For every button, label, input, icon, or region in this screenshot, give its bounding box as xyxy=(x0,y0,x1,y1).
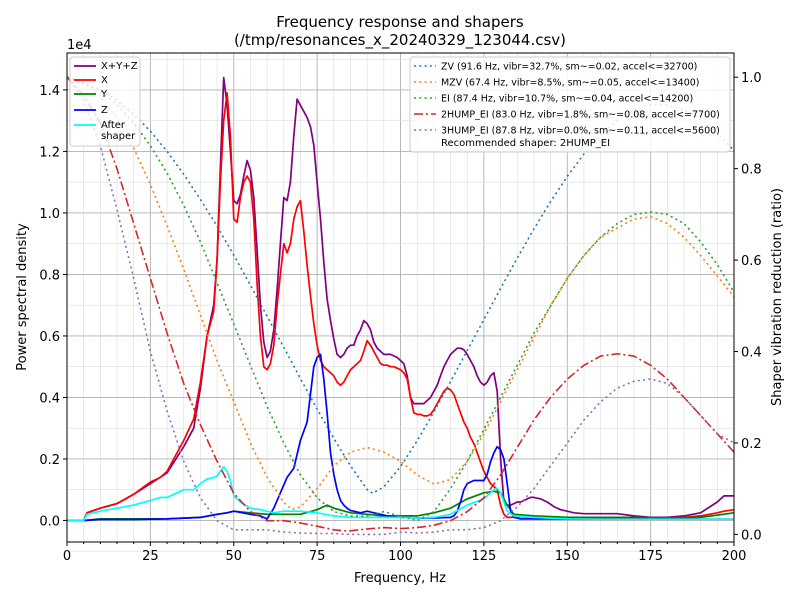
y2-tick-label: 0.4 xyxy=(741,346,762,361)
y-offset-text: 1e4 xyxy=(67,38,92,53)
legend-note: Recommended shaper: 2HUMP_EI xyxy=(441,138,610,149)
y-tick-label: 0.6 xyxy=(39,330,60,345)
series-line-0 xyxy=(67,76,734,522)
y-tick-label: 0.0 xyxy=(39,514,60,529)
legend-left: X+Y+Z XYZ After shaper xyxy=(69,56,141,147)
legend-label-1: X xyxy=(101,75,108,86)
legend-label-3: Z xyxy=(101,105,108,116)
y-tick-label: 1.0 xyxy=(39,207,60,222)
x-tick-label: 25 xyxy=(142,549,159,564)
legend-right-box xyxy=(409,56,731,153)
grid xyxy=(66,53,735,552)
x-tick-label: 75 xyxy=(309,549,326,564)
legend-label-2: Y xyxy=(100,89,108,100)
y2-tick-label: 0.0 xyxy=(741,528,762,543)
x-tick-label: 50 xyxy=(225,549,242,564)
x-axis-label: Frequency, Hz xyxy=(354,571,446,586)
y-tick-label: 0.8 xyxy=(39,268,60,283)
plot-area: 0 25 50 75 100 125 150 175 200 0.0 0.2 0.4 0.6 0.8 1.0… xyxy=(39,52,762,564)
y2-axis-label: Shaper vibration reduction (ratio) xyxy=(770,188,785,406)
x-tick-label: 0 xyxy=(63,549,71,564)
series-line-1 xyxy=(67,92,735,522)
series-line-4 xyxy=(67,465,734,522)
legend-label-4: After shaper xyxy=(101,120,136,142)
y-tick-label: 1.4 xyxy=(39,84,60,99)
y-tick-label: 1.2 xyxy=(39,145,60,160)
legend-label-6: MZV (67.4 Hz, vibr=8.5%, sm~=0.05, accel… xyxy=(441,78,700,89)
x-tick-label: 150 xyxy=(555,549,580,564)
legend-label-8: 2HUMP_EI (83.0 Hz, vibr=1.8%, sm~=0.08, … xyxy=(441,110,720,121)
y-tick-label: 0.4 xyxy=(39,391,60,406)
y2-tick-label: 1.0 xyxy=(741,71,762,86)
series-line-8 xyxy=(66,76,735,532)
x-tick-label: 200 xyxy=(722,549,747,564)
y2-tick-label: 0.6 xyxy=(741,254,762,269)
x-tick-label: 125 xyxy=(471,549,496,564)
y2-tick-label: 0.8 xyxy=(741,163,762,178)
series-line-6 xyxy=(66,76,735,511)
legend-right: ZV (91.6 Hz, vibr=32.7%, sm~=0.02, accel… xyxy=(409,56,731,153)
x-tick-label: 100 xyxy=(388,549,413,564)
legend-label-5: ZV (91.6 Hz, vibr=32.7%, sm~=0.02, accel… xyxy=(441,62,697,73)
legend-label-line: After xyxy=(101,120,126,131)
y2-tick-label: 0.2 xyxy=(741,437,762,452)
legend-label-line: shaper xyxy=(101,131,136,142)
legend-label-9: 3HUMP_EI (87.8 Hz, vibr=0.0%, sm~=0.11, … xyxy=(441,126,720,137)
legend-label-0: X+Y+Z xyxy=(101,61,138,72)
legend-label-7: EI (87.4 Hz, vibr=10.7%, sm~=0.04, accel… xyxy=(441,94,693,105)
x-tick-label: 175 xyxy=(638,549,663,564)
chart-subtitle: (/tmp/resonances_x_20240329_123044.csv) xyxy=(234,31,566,50)
chart-title: Frequency response and shapers xyxy=(276,13,524,31)
y-axis-label: Power spectral density xyxy=(15,223,30,371)
series-line-5 xyxy=(66,76,735,495)
y-tick-label: 0.2 xyxy=(39,453,60,468)
